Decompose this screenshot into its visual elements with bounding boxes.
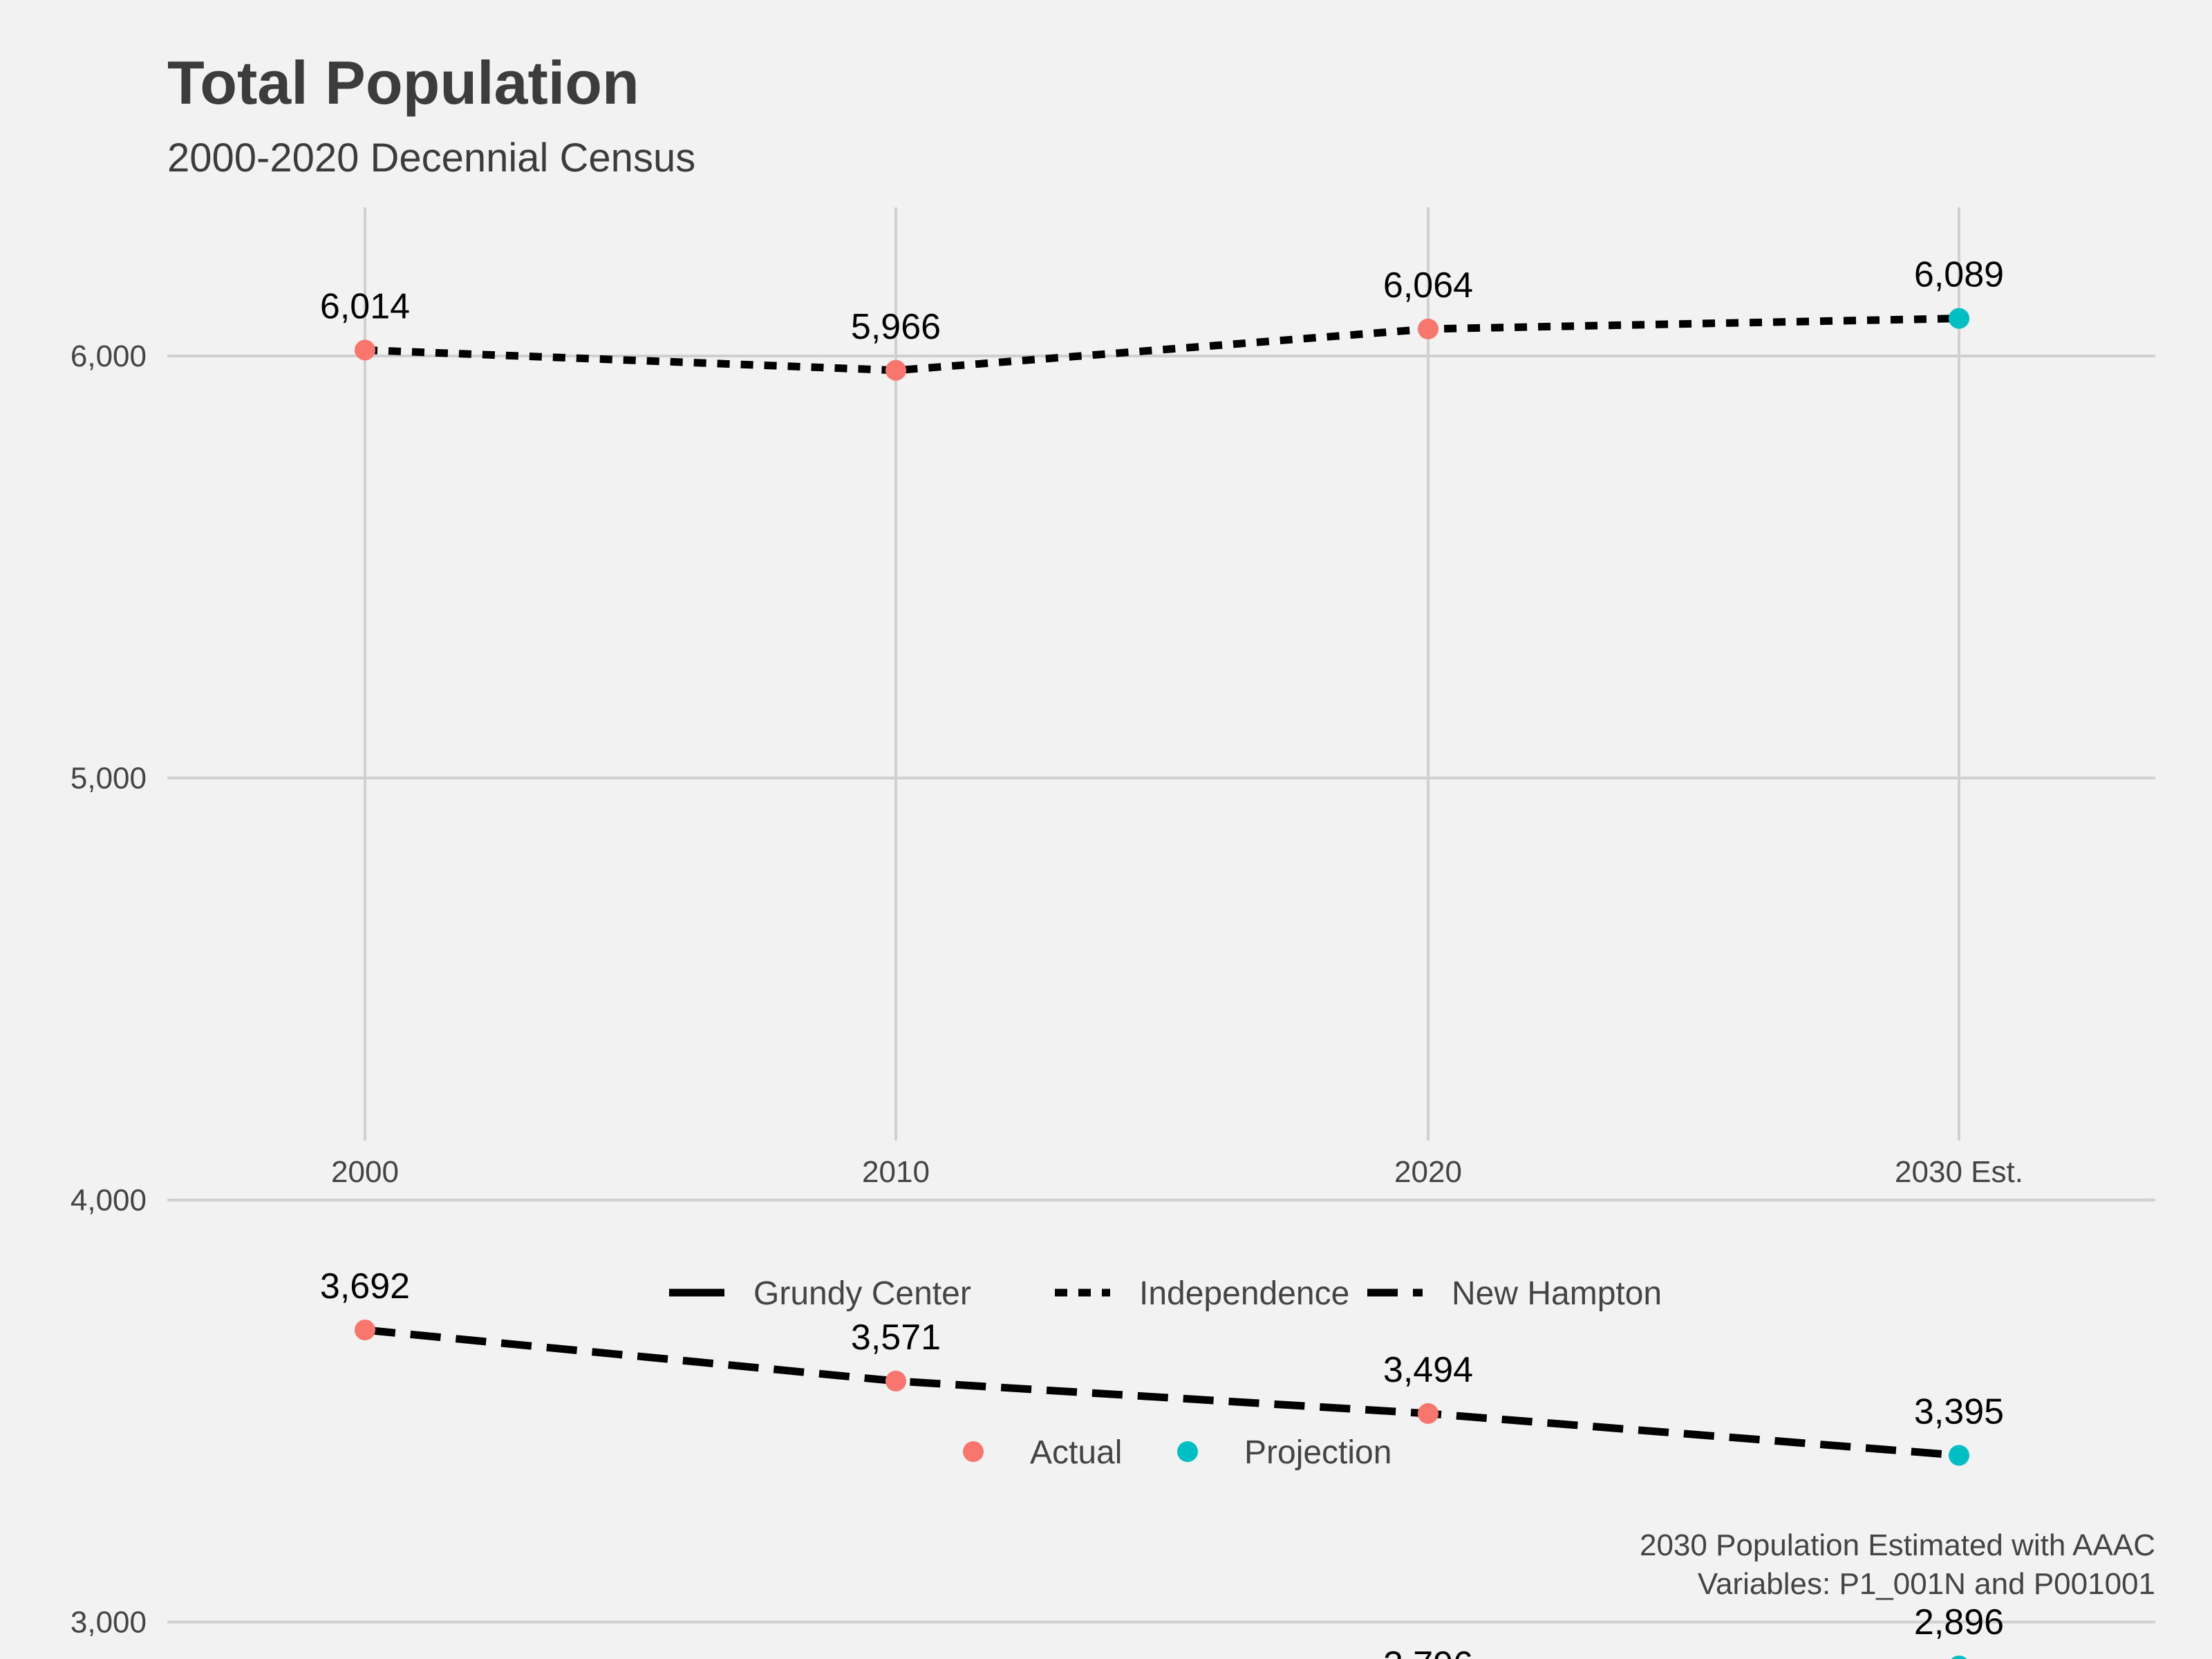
data-labels: 2,5962,7062,7962,8966,0145,9666,0646,089… [320,255,2004,1659]
caption-line-1: 2030 Population Estimated with AAAC [1640,1528,2155,1562]
x-tick-label: 2000 [331,1155,399,1189]
series-lines [364,315,1960,1459]
line-legend: Grundy Center Independence New Hampton [669,1275,1662,1312]
y-tick-label: 5,000 [71,762,147,796]
legend-point-actual [963,1441,984,1462]
data-label-independence: 6,014 [320,286,410,326]
x-tick-label: 2020 [1394,1155,1462,1189]
legend-label-independence: Independence [1139,1275,1349,1312]
data-label-new-hampton: 3,395 [1914,1391,2004,1432]
data-point-new-hampton [355,1320,375,1341]
data-point-independence [355,339,375,361]
legend-label-new-hampton: New Hampton [1452,1275,1662,1312]
axis-layer: 3,000 4,000 5,000 6,000 2000 2010 2020 2030 Est… [71,339,2023,1640]
data-label-independence: 5,966 [851,307,941,347]
legend-label-actual: Actual [1030,1434,1122,1471]
data-point-new-hampton [885,1370,906,1391]
data-label-new-hampton: 3,571 [851,1318,941,1358]
data-point-grundy-center [1951,1655,1967,1659]
data-points [355,308,1969,1659]
data-point-independence [885,359,906,381]
data-label-grundy-center: 2,896 [1914,1602,2004,1642]
y-tick-label: 6,000 [71,339,147,373]
chart-title: Total Population [167,48,639,117]
point-legend: Actual Projection [963,1434,1391,1471]
data-label-new-hampton: 3,494 [1383,1350,1473,1390]
data-point-independence [1418,318,1438,339]
caption-line-2: Variables: P1_001N and P001001 [1698,1567,2155,1601]
y-tick-label: 3,000 [71,1606,147,1640]
y-tick-label: 4,000 [71,1183,147,1217]
x-tick-label: 2010 [862,1155,930,1189]
legend-label-grundy-center: Grundy Center [753,1275,971,1312]
data-label-grundy-center: 2,796 [1383,1644,1473,1659]
data-label-independence: 6,089 [1914,255,2004,295]
series-line-independence [364,315,1960,375]
series-line-new-hampton [364,1326,1960,1459]
data-point-new-hampton [1949,1445,1969,1466]
data-label-independence: 6,064 [1383,265,1473,306]
data-label-new-hampton: 3,692 [320,1266,410,1306]
data-point-new-hampton [1418,1403,1438,1424]
legend-point-projection [1177,1441,1198,1462]
x-tick-label: 2030 Est. [1895,1155,2023,1189]
grid-layer [167,207,2155,1624]
data-point-independence [1949,308,1969,329]
chart-subtitle: 2000-2020 Decennial Census [167,135,695,180]
legend-label-projection: Projection [1244,1434,1391,1471]
